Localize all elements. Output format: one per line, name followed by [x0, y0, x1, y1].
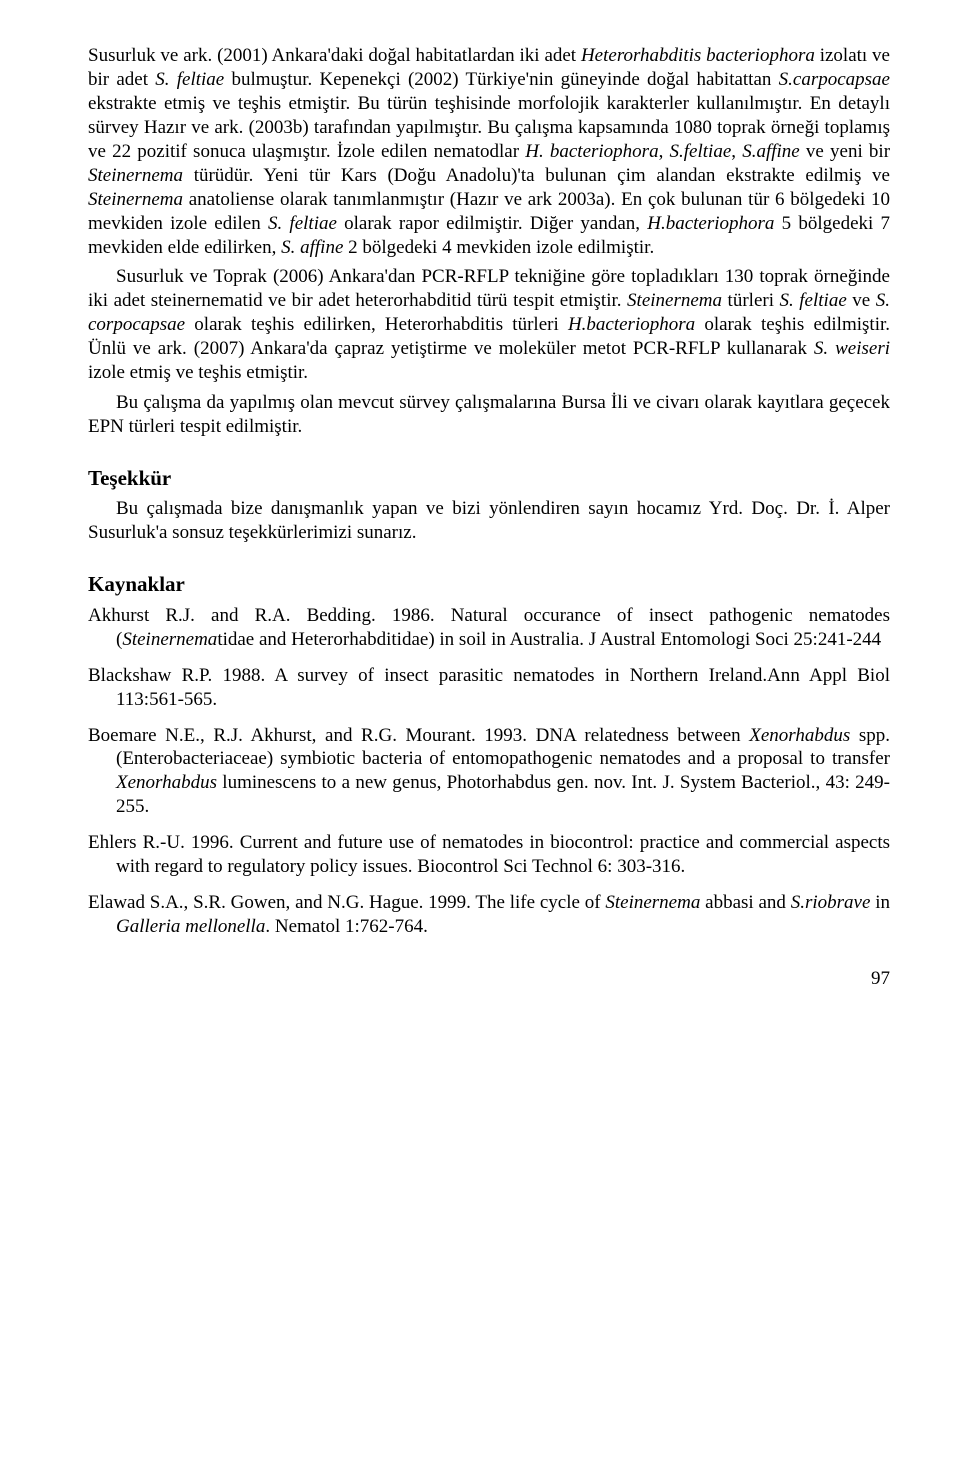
thanks-body: Bu çalışmada bize danışmanlık yapan ve b…	[88, 497, 890, 545]
section-heading-references: Kaynaklar	[88, 571, 890, 597]
reference-item: Blackshaw R.P. 1988. A survey of insect …	[88, 664, 890, 712]
body-paragraph: Susurluk ve Toprak (2006) Ankara'dan PCR…	[88, 265, 890, 385]
body-paragraph: Bu çalışma da yapılmış olan mevcut sürve…	[88, 391, 890, 439]
page-number: 97	[88, 967, 890, 991]
reference-item: Boemare N.E., R.J. Akhurst, and R.G. Mou…	[88, 724, 890, 820]
reference-item: Akhurst R.J. and R.A. Bedding. 1986. Nat…	[88, 604, 890, 652]
body-paragraph: Susurluk ve ark. (2001) Ankara'daki doğa…	[88, 44, 890, 259]
reference-item: Elawad S.A., S.R. Gowen, and N.G. Hague.…	[88, 891, 890, 939]
section-heading-thanks: Teşekkür	[88, 465, 890, 491]
reference-item: Ehlers R.-U. 1996. Current and future us…	[88, 831, 890, 879]
